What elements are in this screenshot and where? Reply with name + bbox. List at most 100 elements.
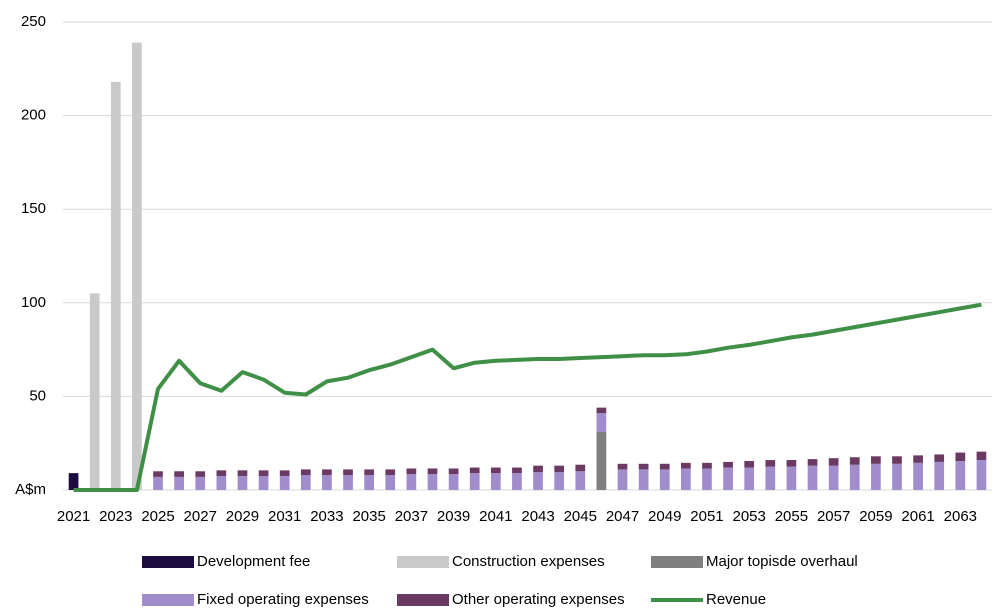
x-tick-label: 2039 — [437, 508, 470, 525]
bar-segment — [828, 465, 839, 490]
legend-label: Revenue — [706, 591, 766, 608]
bar-segment — [976, 451, 987, 461]
bar-segment — [554, 472, 565, 490]
bar-segment — [237, 470, 248, 476]
bar-segment — [702, 468, 712, 490]
bar-segment — [322, 475, 332, 490]
bar-segment — [976, 460, 987, 490]
bar-segment — [279, 470, 290, 476]
y-tick-label: 150 — [21, 200, 46, 217]
bar-segment — [723, 467, 733, 490]
legend-swatch — [397, 556, 449, 568]
x-tick-label: 2037 — [395, 508, 428, 525]
bar-segment — [174, 476, 184, 490]
x-tick-label: 2051 — [690, 508, 723, 525]
bar-segment — [617, 463, 628, 470]
bar-segment — [258, 470, 269, 476]
bar-segment — [934, 461, 945, 490]
bar-segment — [279, 475, 290, 490]
y-tick-label: 50 — [29, 387, 46, 404]
bar-segment — [216, 475, 227, 490]
bar-segment — [596, 407, 607, 414]
y-tick-label: 100 — [21, 294, 46, 311]
bar-segment — [617, 469, 628, 490]
x-tick-label: 2043 — [521, 508, 554, 525]
bar-segment — [596, 431, 607, 490]
bar-segment — [913, 455, 923, 463]
bar-segment — [596, 413, 607, 432]
x-tick-label: 2049 — [648, 508, 681, 525]
legend-label: Fixed operating expenses — [197, 591, 369, 608]
bar-segment — [343, 469, 353, 476]
bar-segment — [659, 463, 670, 470]
line — [73, 302, 982, 492]
bar-segment — [575, 471, 586, 490]
x-tick-label: 2041 — [479, 508, 512, 525]
bar-segment — [849, 464, 860, 490]
bar-segment — [322, 469, 332, 476]
bar-segment — [195, 476, 206, 490]
bar-segment — [406, 468, 417, 475]
bar-segment — [554, 465, 565, 473]
x-tick-label: 2057 — [817, 508, 850, 525]
bar-segment — [659, 469, 670, 490]
bar-segment — [892, 456, 902, 464]
x-tick-label: 2033 — [310, 508, 343, 525]
legend-swatch — [142, 556, 194, 568]
bar-segment — [744, 467, 755, 490]
x-tick-label: 2055 — [775, 508, 808, 525]
bar-segment — [638, 469, 649, 490]
x-tick-label: 2063 — [944, 508, 977, 525]
bar-segment — [807, 459, 818, 466]
legend-label: Major topisde overhaul — [706, 553, 858, 570]
bar-segment — [385, 475, 396, 490]
bar-segment — [132, 42, 142, 490]
bar-segment — [110, 81, 121, 491]
x-tick-label: 2059 — [859, 508, 892, 525]
legend-swatch — [651, 556, 703, 568]
bar-segment — [765, 466, 776, 490]
bar-segment — [512, 467, 522, 474]
bar-segment — [575, 464, 586, 472]
x-tick-label: 2061 — [901, 508, 934, 525]
legend-label: Construction expenses — [452, 553, 605, 570]
bar-segment — [300, 469, 311, 476]
bar-segment — [533, 472, 543, 490]
y-tick-label: 200 — [21, 107, 46, 124]
bar-segment — [744, 460, 755, 468]
x-tick-label: 2035 — [352, 508, 385, 525]
bar-segment — [934, 454, 945, 462]
legend-label: Other operating expenses — [452, 591, 625, 608]
bar-segment — [258, 475, 269, 490]
bar-segment — [68, 473, 79, 490]
bar-segment — [427, 474, 438, 490]
bar-segment — [702, 462, 712, 469]
bar-segment — [343, 475, 353, 490]
bar-segment — [723, 461, 733, 468]
y-tick-label: 250 — [21, 13, 46, 30]
bar-segment — [469, 467, 480, 474]
bar-segment — [512, 473, 522, 490]
bar-segment — [533, 465, 543, 473]
x-tick-label: 2047 — [606, 508, 639, 525]
bar-segment — [828, 458, 839, 466]
bar-segment — [216, 470, 227, 476]
bar-segment — [89, 293, 100, 490]
bar-segment — [807, 465, 818, 490]
y-tick-label: A$m — [15, 481, 46, 498]
bar-segment — [765, 460, 776, 467]
x-tick-label: 2027 — [184, 508, 217, 525]
bar-segment — [385, 469, 396, 476]
bar-segment — [406, 474, 417, 490]
bar-segment — [490, 467, 501, 474]
bar-segment — [364, 469, 375, 476]
bar-segment — [448, 468, 459, 475]
legend-swatch — [142, 594, 194, 606]
bar-segment — [469, 473, 480, 490]
bar-segment — [237, 475, 248, 490]
bar-segment — [448, 474, 459, 490]
x-tick-label: 2029 — [226, 508, 259, 525]
bar-segment — [300, 475, 311, 490]
bar-segment — [913, 462, 923, 490]
